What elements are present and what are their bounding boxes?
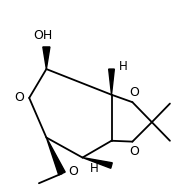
- Text: O: O: [129, 86, 139, 99]
- Polygon shape: [109, 69, 114, 95]
- Text: H: H: [119, 60, 127, 73]
- Text: O: O: [68, 165, 78, 178]
- Polygon shape: [46, 138, 65, 175]
- Text: OH: OH: [33, 29, 52, 42]
- Text: O: O: [15, 91, 24, 104]
- Text: O: O: [129, 145, 139, 158]
- Polygon shape: [82, 157, 112, 168]
- Polygon shape: [43, 47, 50, 69]
- Text: H: H: [90, 162, 98, 175]
